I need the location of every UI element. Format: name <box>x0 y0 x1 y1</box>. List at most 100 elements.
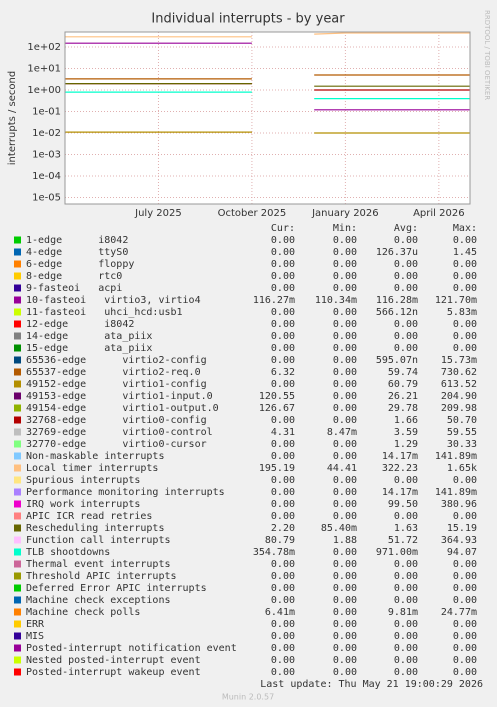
legend-stat: 0.00 <box>333 511 357 522</box>
legend-stat: 0.00 <box>453 583 477 594</box>
legend-swatch <box>14 548 21 556</box>
legend-swatch <box>14 608 21 616</box>
legend-stat: 0.00 <box>453 655 477 666</box>
legend-swatch <box>14 236 21 244</box>
legend-stat: 94.07 <box>447 547 477 558</box>
legend-stat: 116.28m <box>376 295 418 306</box>
legend-stat: 0.00 <box>453 619 477 630</box>
legend-stat: 0.00 <box>394 571 418 582</box>
legend-stat: 80.79 <box>265 535 295 546</box>
legend-stat: 0.00 <box>271 571 295 582</box>
legend-stat: 0.00 <box>453 259 477 270</box>
legend-stat: 60.79 <box>388 379 418 390</box>
legend-stat: 0.00 <box>453 319 477 330</box>
legend-stat: 0.00 <box>271 331 295 342</box>
legend-label: 12-edge i8042 <box>26 319 134 330</box>
legend-label: APIC ICR read retries <box>26 511 152 522</box>
legend-stat: 0.00 <box>333 259 357 270</box>
legend-label: IRQ work interrupts <box>26 499 140 510</box>
legend-stat: 29.78 <box>388 403 418 414</box>
legend-label: 10-fasteoi virtio3, virtio4 <box>26 295 201 306</box>
chart-title: Individual interrupts - by year <box>151 12 345 27</box>
legend-stat: 0.00 <box>271 487 295 498</box>
legend-stat: 1.29 <box>394 439 418 450</box>
legend-stat: 1.66 <box>394 415 418 426</box>
legend-label: 14-edge ata_piix <box>26 331 152 342</box>
legend-stat: 0.00 <box>333 235 357 246</box>
legend-swatch <box>14 572 21 580</box>
legend-swatch <box>14 620 21 628</box>
column-header: Avg: <box>394 223 418 234</box>
legend-stat: 0.00 <box>453 631 477 642</box>
legend-stat: 380.96 <box>441 499 477 510</box>
legend-stat: 0.00 <box>453 595 477 606</box>
legend-stat: 6.41m <box>265 607 295 618</box>
legend-stat: 0.00 <box>271 475 295 486</box>
legend-stat: 14.17m <box>382 451 418 462</box>
legend-stat: 0.00 <box>333 343 357 354</box>
legend-stat: 1.88 <box>333 535 357 546</box>
legend-stat: 0.00 <box>453 559 477 570</box>
legend-stat: 0.00 <box>394 331 418 342</box>
legend-stat: 8.47m <box>327 427 357 438</box>
y-tick-label: 1e+02 <box>27 42 61 53</box>
legend-swatch <box>14 512 21 520</box>
legend-stat: 0.00 <box>333 595 357 606</box>
legend-label: Spurious interrupts <box>26 475 140 486</box>
legend-label: 15-edge ata_piix <box>26 343 152 354</box>
legend-stat: 24.77m <box>441 607 477 618</box>
legend-stat: 0.00 <box>453 331 477 342</box>
legend-stat: 141.89m <box>435 451 477 462</box>
legend-stat: 0.00 <box>271 595 295 606</box>
legend-stat: 0.00 <box>333 271 357 282</box>
x-tick-label: July 2025 <box>134 208 182 219</box>
legend-stat: 0.00 <box>271 271 295 282</box>
series-line <box>314 32 470 35</box>
legend-swatch <box>14 260 21 268</box>
legend-stat: 0.00 <box>394 271 418 282</box>
x-tick-label: April 2026 <box>413 208 464 219</box>
legend-stat: 0.00 <box>271 235 295 246</box>
x-tick-label: October 2025 <box>218 208 287 219</box>
legend-stat: 0.00 <box>333 607 357 618</box>
y-axis-label: interrupts / second <box>7 71 18 165</box>
legend-stat: 26.21 <box>388 391 418 402</box>
legend-label: Function call interrupts <box>26 535 171 546</box>
legend-stat: 613.52 <box>441 379 477 390</box>
legend-stat: 595.07n <box>376 355 418 366</box>
legend-stat: 364.93 <box>441 535 477 546</box>
legend-stat: 0.00 <box>394 583 418 594</box>
plot-area <box>65 32 470 204</box>
legend-label: 32768-edge virtio0-config <box>26 415 207 426</box>
legend-swatch <box>14 344 21 352</box>
legend-swatch <box>14 428 21 436</box>
legend-stat: 0.00 <box>271 439 295 450</box>
legend-stat: 354.78m <box>253 547 295 558</box>
y-tick-label: 1e+01 <box>27 64 61 75</box>
legend-label: 32770-edge virtio0-cursor <box>26 439 207 450</box>
legend-swatch <box>14 320 21 328</box>
legend-stat: 0.00 <box>333 499 357 510</box>
legend-stat: 0.00 <box>271 379 295 390</box>
version: Munin 2.0.57 <box>222 693 274 702</box>
legend-swatch <box>14 272 21 280</box>
legend-stat: 730.62 <box>441 367 477 378</box>
legend-stat: 195.19 <box>259 463 295 474</box>
legend-stat: 0.00 <box>333 475 357 486</box>
legend-stat: 0.00 <box>453 643 477 654</box>
legend-stat: 0.00 <box>394 235 418 246</box>
legend-stat: 0.00 <box>394 655 418 666</box>
legend-stat: 1.63 <box>394 523 418 534</box>
legend-stat: 5.83m <box>447 307 477 318</box>
legend-stat: 0.00 <box>333 631 357 642</box>
legend-stat: 0.00 <box>271 499 295 510</box>
legend-stat: 9.81m <box>388 607 418 618</box>
legend-swatch <box>14 464 21 472</box>
legend-stat: 0.00 <box>333 487 357 498</box>
legend-stat: 1.65k <box>447 463 477 474</box>
legend-stat: 0.00 <box>453 571 477 582</box>
legend-swatch <box>14 284 21 292</box>
legend-stat: 0.00 <box>453 511 477 522</box>
legend-stat: 110.34m <box>315 295 357 306</box>
legend-stat: 0.00 <box>453 667 477 678</box>
